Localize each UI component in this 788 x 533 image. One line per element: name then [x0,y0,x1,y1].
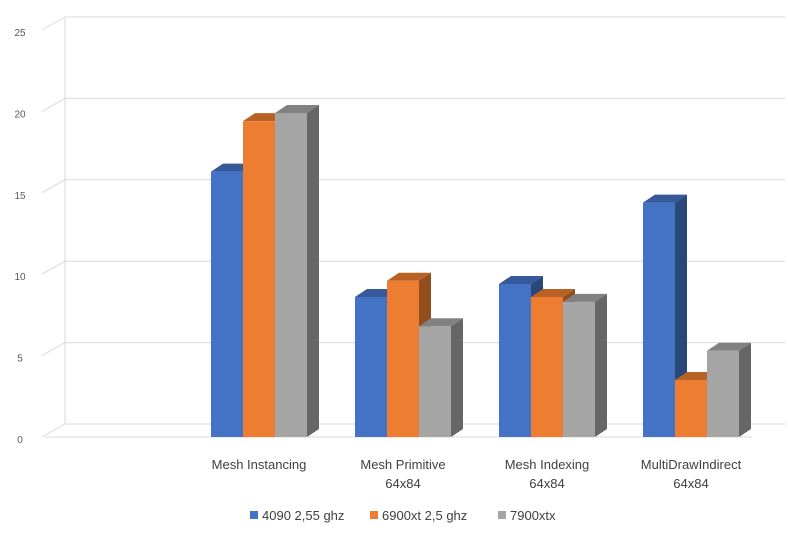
bar-front-face [211,171,243,438]
bars [211,105,751,438]
y-tick-label: 20 [14,109,26,120]
y-axis-ticks: 0 5 10 15 20 25 [14,28,26,446]
gridline-25 [41,16,785,31]
legend-label: 6900xt 2,5 ghz [382,508,467,523]
bar-top-face [387,272,431,281]
y-tick-label: 5 [17,354,23,365]
bar-front-face [355,296,387,437]
bar-front-face [675,380,707,437]
legend-label: 7900xtx [510,508,556,523]
category-label: Mesh Indexing [505,457,590,472]
bar-top-face [531,288,575,297]
bar-front-face [387,280,419,437]
bar-side-face [451,318,463,437]
gridline-10 [41,260,785,275]
bar-top-face [275,105,319,114]
gridlines [41,16,785,438]
category-label: Mesh Instancing [212,457,307,472]
bar-front-face [643,202,675,437]
bar-top-face [707,342,751,351]
bar-front-face [499,283,531,437]
bar-front-face [243,121,275,437]
legend: 4090 2,55 ghz 6900xt 2,5 ghz 7900xtx [250,508,556,523]
legend-label: 4090 2,55 ghz [262,508,344,523]
legend-item-7900xtx: 7900xtx [498,508,556,523]
bar-front-face [707,350,739,437]
category-label: MultiDrawIndirect [641,457,742,472]
legend-swatch [250,511,258,519]
bar-front-face [419,326,451,437]
legend-swatch [498,511,506,519]
bar-top-face [419,318,463,327]
bar-front-face [275,113,307,437]
bar-7900xtx-mesh-primitive [419,318,463,437]
bar-top-face [563,293,607,302]
bar-side-face [595,293,607,437]
category-label-line2: 64x84 [385,476,420,491]
gridline-15 [41,179,785,194]
legend-item-4090-2-55-ghz: 4090 2,55 ghz [250,508,344,523]
bar-7900xtx-mesh-indexing [563,293,607,437]
gridline-20 [41,97,785,112]
category-label-line2: 64x84 [529,476,564,491]
x-axis-categories: Mesh Instancing Mesh Primitive 64x84 Mesh I… [212,457,742,491]
category-label: Mesh Primitive [360,457,445,472]
legend-swatch [370,511,378,519]
y-tick-label: 10 [14,272,26,283]
bar-7900xtx-mesh-instancing [275,105,319,437]
bar-front-face [531,296,563,437]
y-tick-label: 0 [17,435,23,446]
bar-top-face [499,275,543,284]
bar-7900xtx-multidrawindirect [707,342,751,437]
legend-item-6900xt-2-5-ghz: 6900xt 2,5 ghz [370,508,467,523]
bar-side-face [739,342,751,437]
bar-front-face [563,301,595,437]
y-tick-label: 15 [14,191,26,202]
y-tick-label: 25 [14,28,26,39]
bar-top-face [643,194,687,203]
category-label-line2: 64x84 [673,476,708,491]
bar-side-face [307,105,319,437]
